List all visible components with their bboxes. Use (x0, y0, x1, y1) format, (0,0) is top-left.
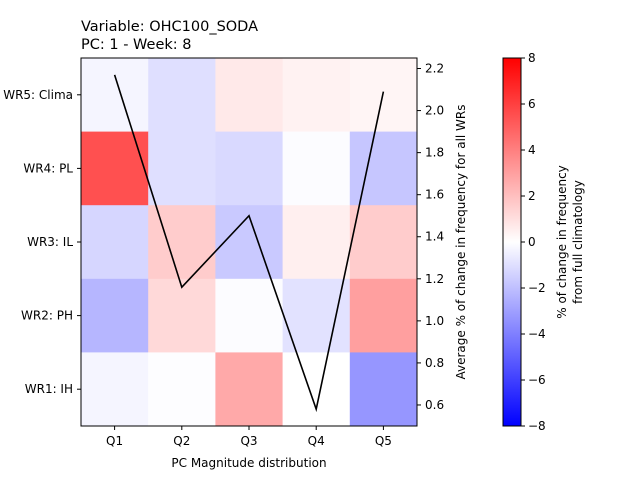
x-axis-ticks: Q1 Q2 Q3 Q4 Q5 (106, 426, 392, 448)
chart-title-line-1: Variable: OHC100_SODA (81, 19, 258, 35)
y-tick-label: WR4: PL (23, 161, 73, 175)
heatmap-cell (148, 58, 216, 133)
heatmap-cell (349, 58, 418, 133)
y-tick-label: WR2: PH (21, 309, 73, 323)
colorbar-label-line-1: % of change in frequency (555, 165, 569, 319)
heatmap-cell (148, 278, 216, 353)
heatmap-cell (148, 352, 216, 427)
right-tick-label: 2.2 (425, 62, 444, 76)
colorbar-tick-label: 8 (528, 51, 536, 65)
heatmap-cell (215, 58, 284, 133)
colorbar-tick-label: 0 (528, 235, 536, 249)
right-tick-label: 1.8 (425, 146, 444, 160)
x-tick-label: Q1 (106, 434, 123, 448)
right-tick-label: 1.6 (425, 188, 444, 202)
heatmap-cell (215, 131, 284, 206)
right-axis-ticks: 0.6 0.8 1.0 1.2 1.4 1.6 1.8 2.0 2.2 (417, 62, 444, 412)
x-tick-label: Q5 (375, 434, 392, 448)
x-tick-label: Q2 (173, 434, 190, 448)
right-axis-label: Average % of change in frequency for all… (454, 104, 468, 379)
heatmap-cell (81, 58, 149, 133)
heatmap-cell (148, 131, 216, 206)
colorbar-tick-label: 4 (528, 143, 536, 157)
colorbar-tick-label: −6 (528, 373, 546, 387)
plot-frame (80, 57, 418, 427)
heatmap-cell (349, 352, 418, 427)
heatmap-cell (81, 205, 149, 280)
x-tick-label: Q3 (240, 434, 257, 448)
colorbar-ticks: −8 −6 −4 −2 0 2 4 6 8 (521, 51, 546, 433)
chart-title-line-2: PC: 1 - Week: 8 (81, 37, 192, 53)
heatmap-cell (81, 352, 149, 427)
right-tick-label: 0.6 (425, 398, 444, 412)
heatmap-cell (215, 278, 284, 353)
x-tick-label: Q4 (308, 434, 325, 448)
y-tick-label: WR5: Clima (3, 88, 73, 102)
heatmap-cell (148, 205, 216, 280)
heatmap-cell (349, 205, 418, 280)
heatmap-cell (81, 131, 149, 206)
average-line (113, 74, 385, 413)
colorbar-tick-label: 2 (528, 189, 536, 203)
colorbar-label-line-2: from full climatology (571, 180, 585, 304)
heatmap-cell (282, 58, 351, 133)
heatmap-cell (282, 278, 351, 353)
heatmap-cell (349, 278, 418, 353)
colorbar-tick-label: −8 (528, 419, 546, 433)
heatmap-cell (282, 352, 351, 427)
colorbar-tick-label: 6 (528, 97, 536, 111)
y-tick-label: WR1: IH (25, 382, 73, 396)
right-tick-label: 2.0 (425, 104, 444, 118)
colorbar (502, 57, 522, 427)
heatmap-cell (215, 352, 284, 427)
colorbar-tick-label: −4 (528, 327, 546, 341)
right-tick-label: 1.0 (425, 314, 444, 328)
colorbar-tick-label: −2 (528, 281, 546, 295)
heatmap-cell (282, 205, 351, 280)
average-line-path (113, 74, 385, 413)
x-axis-label: PC Magnitude distribution (171, 456, 326, 470)
right-tick-label: 0.8 (425, 356, 444, 370)
right-tick-label: 1.4 (425, 230, 444, 244)
heatmap-cell (282, 131, 351, 206)
y-tick-label: WR3: IL (27, 235, 73, 249)
heatmap-cell (81, 278, 149, 353)
heatmap-cells (81, 58, 418, 427)
heatmap-cell (349, 131, 418, 206)
y-axis-ticks: WR5: Clima WR4: PL WR3: IL WR2: PH WR1: IH (3, 88, 81, 396)
right-tick-label: 1.2 (425, 272, 444, 286)
